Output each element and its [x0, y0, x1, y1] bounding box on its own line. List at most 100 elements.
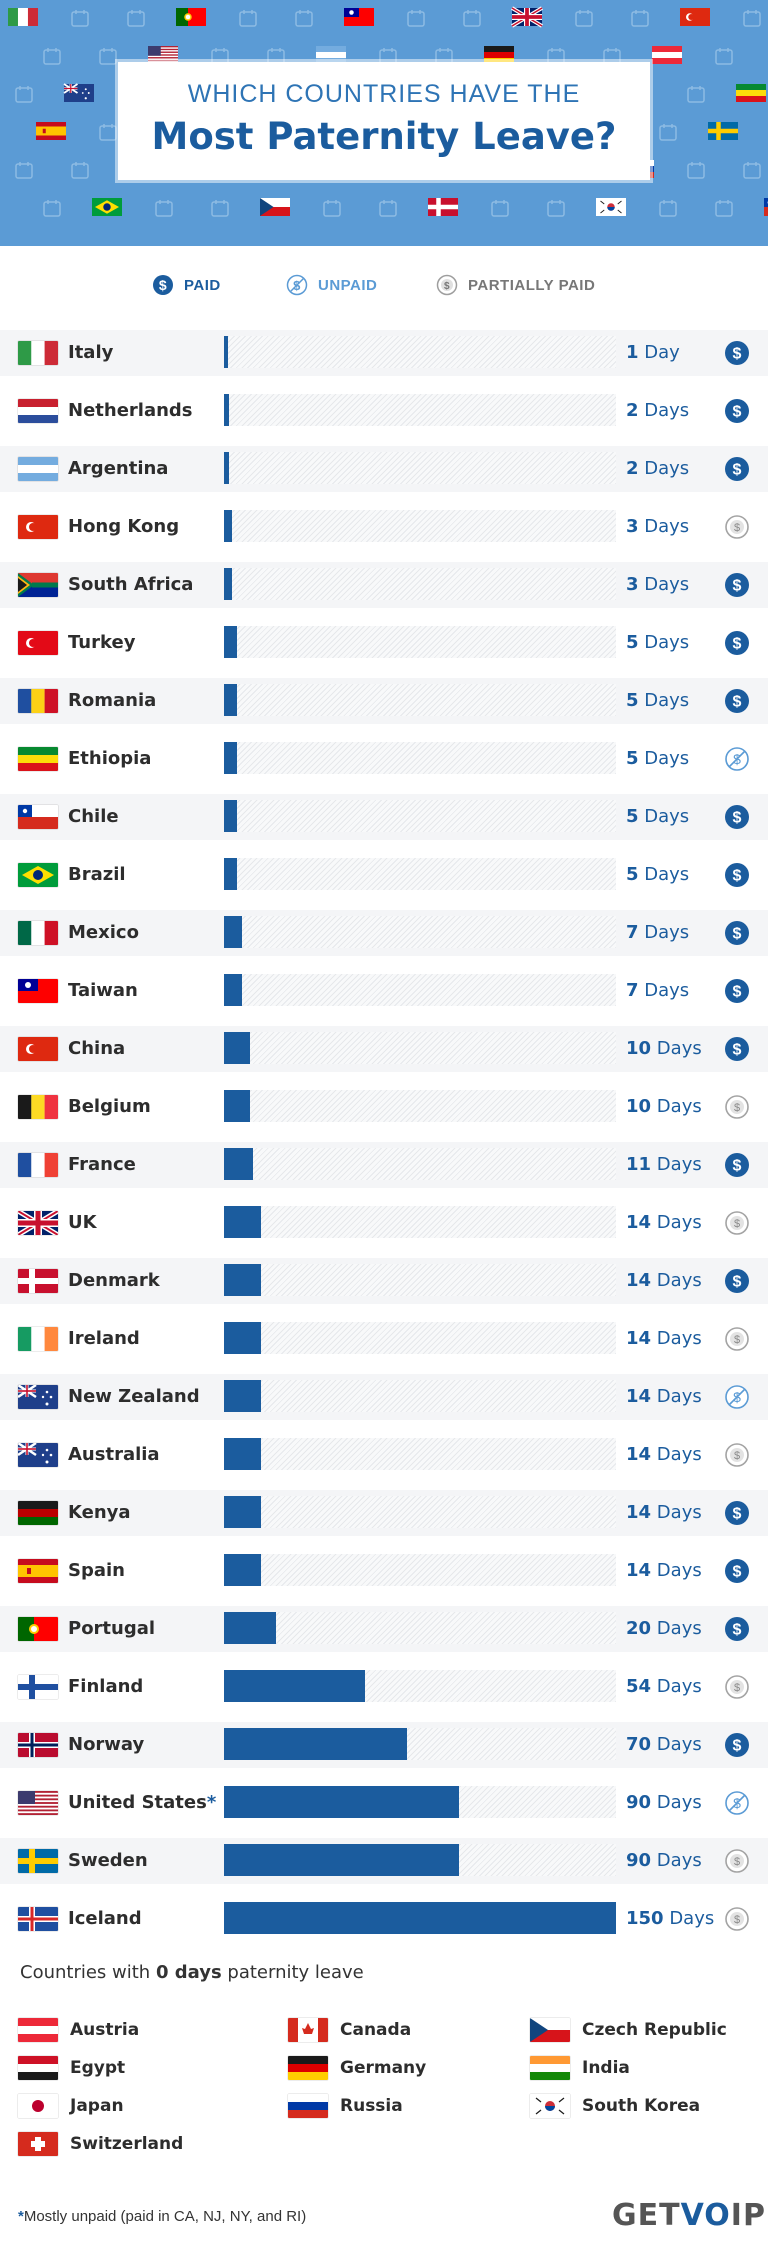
country-label: Australia — [68, 1444, 160, 1465]
svg-text:$: $ — [734, 1682, 740, 1694]
country-name: Iceland — [68, 1908, 142, 1929]
bar — [224, 974, 242, 1006]
bar-track — [224, 1612, 616, 1644]
country-flag-icon — [18, 863, 58, 887]
data-label: 7 Days — [626, 922, 689, 943]
country-label: China — [68, 1038, 125, 1059]
zero-country-item: Czech Republic — [530, 2016, 727, 2044]
zero-country-item: Austria — [18, 2016, 139, 2044]
zero-country-item: Egypt — [18, 2054, 125, 2082]
paid-dollar-icon: $ — [724, 398, 750, 424]
country-name: Finland — [68, 1676, 144, 1697]
svg-text:$: $ — [733, 1158, 742, 1175]
data-label: 150 Days — [626, 1908, 714, 1929]
bar-row: Romania 5 Days $ — [0, 672, 768, 730]
data-label-number: 5 — [626, 864, 639, 885]
bar-row: Portugal 20 Days $ — [0, 1600, 768, 1658]
data-label-unit: Days — [656, 1850, 702, 1871]
data-label-unit: Days — [669, 1908, 715, 1929]
data-label: 14 Days — [626, 1386, 702, 1407]
data-label-unit: Days — [656, 1676, 702, 1697]
country-label: Iceland — [68, 1908, 142, 1929]
country-label: Romania — [68, 690, 156, 711]
bar-track — [224, 1496, 616, 1528]
partially-paid-icon: $ — [724, 1674, 750, 1700]
country-flag-icon — [18, 515, 58, 539]
data-label: 5 Days — [626, 632, 689, 653]
logo-part-a: GET — [612, 2198, 681, 2233]
country-label: Chile — [68, 806, 119, 827]
data-label-unit: Days — [656, 1618, 702, 1639]
data-label-number: 5 — [626, 806, 639, 827]
zero-title-bold: 0 days — [155, 1962, 222, 1983]
paid-dollar-icon: $ — [153, 275, 173, 295]
bar-row: New Zealand 14 Days $ — [0, 1368, 768, 1426]
country-label: Norway — [68, 1734, 144, 1755]
data-label-unit: Days — [656, 1212, 702, 1233]
zero-country-name: India — [582, 2058, 630, 2078]
bar-row: Spain 14 Days $ — [0, 1542, 768, 1600]
svg-text:$: $ — [734, 522, 740, 534]
legend-paid-label: PAID — [184, 276, 221, 294]
bar — [224, 742, 237, 774]
zero-country-item: Russia — [288, 2092, 403, 2120]
data-label: 14 Days — [626, 1502, 702, 1523]
bar — [224, 1612, 276, 1644]
data-label-number: 1 — [626, 342, 639, 363]
country-name: Denmark — [68, 1270, 160, 1291]
data-label: 2 Days — [626, 458, 689, 479]
country-name: UK — [68, 1212, 97, 1233]
bar-track — [224, 742, 616, 774]
country-flag-icon — [18, 1907, 58, 1931]
data-label-number: 3 — [626, 574, 639, 595]
zero-country-item: South Korea — [530, 2092, 700, 2120]
bar — [224, 626, 237, 658]
data-label: 90 Days — [626, 1850, 702, 1871]
bar-chart: Italy 1 Day $ Netherlands 2 Days $ Argentina 2 … — [0, 324, 768, 1948]
bar-track — [224, 1090, 616, 1122]
bar-row: Ireland 14 Days $ — [0, 1310, 768, 1368]
partially-paid-icon: $ — [436, 274, 458, 296]
bar-row: France 11 Days $ — [0, 1136, 768, 1194]
data-label-unit: Days — [644, 864, 690, 885]
country-name: Sweden — [68, 1850, 148, 1871]
country-name: Ireland — [68, 1328, 140, 1349]
svg-text:$: $ — [734, 1856, 740, 1868]
data-label: 14 Days — [626, 1328, 702, 1349]
bar-track — [224, 1206, 616, 1238]
bar-row: Belgium 10 Days $ — [0, 1078, 768, 1136]
country-name: China — [68, 1038, 126, 1059]
country-flag-icon — [288, 2056, 328, 2080]
country-label: Finland — [68, 1676, 143, 1697]
getvoip-logo: GETVOIP — [612, 2198, 766, 2233]
country-flag-icon — [18, 921, 58, 945]
country-name: Spain — [68, 1560, 125, 1581]
data-label-unit: Days — [644, 980, 690, 1001]
bar — [224, 800, 237, 832]
svg-text:$: $ — [733, 1738, 742, 1755]
bar-track — [224, 916, 616, 948]
country-flag-icon — [18, 457, 58, 481]
data-label-number: 7 — [626, 980, 639, 1001]
country-name: Norway — [68, 1734, 145, 1755]
country-flag-icon — [18, 979, 58, 1003]
legend-partially-paid-label: PARTIALLY PAID — [468, 276, 596, 294]
bar-track — [224, 1380, 616, 1412]
data-label-unit: Days — [656, 1328, 702, 1349]
svg-text:$: $ — [733, 810, 742, 827]
country-label: Denmark — [68, 1270, 160, 1291]
bar — [224, 916, 242, 948]
unpaid-dollar-icon: $ — [286, 274, 308, 296]
bar-row: Brazil 5 Days $ — [0, 846, 768, 904]
country-name: Australia — [68, 1444, 160, 1465]
data-label: 10 Days — [626, 1096, 702, 1117]
partially-paid-icon: $ — [724, 1326, 750, 1352]
bar — [224, 1438, 261, 1470]
zero-country-name: Switzerland — [70, 2134, 184, 2154]
zero-country-name: Czech Republic — [582, 2020, 727, 2040]
legend-unpaid: $ UNPAID — [286, 272, 377, 298]
data-label-unit: Days — [656, 1792, 702, 1813]
bar-track — [224, 1554, 616, 1586]
svg-text:$: $ — [733, 578, 742, 595]
zero-country-name: Germany — [340, 2058, 427, 2078]
